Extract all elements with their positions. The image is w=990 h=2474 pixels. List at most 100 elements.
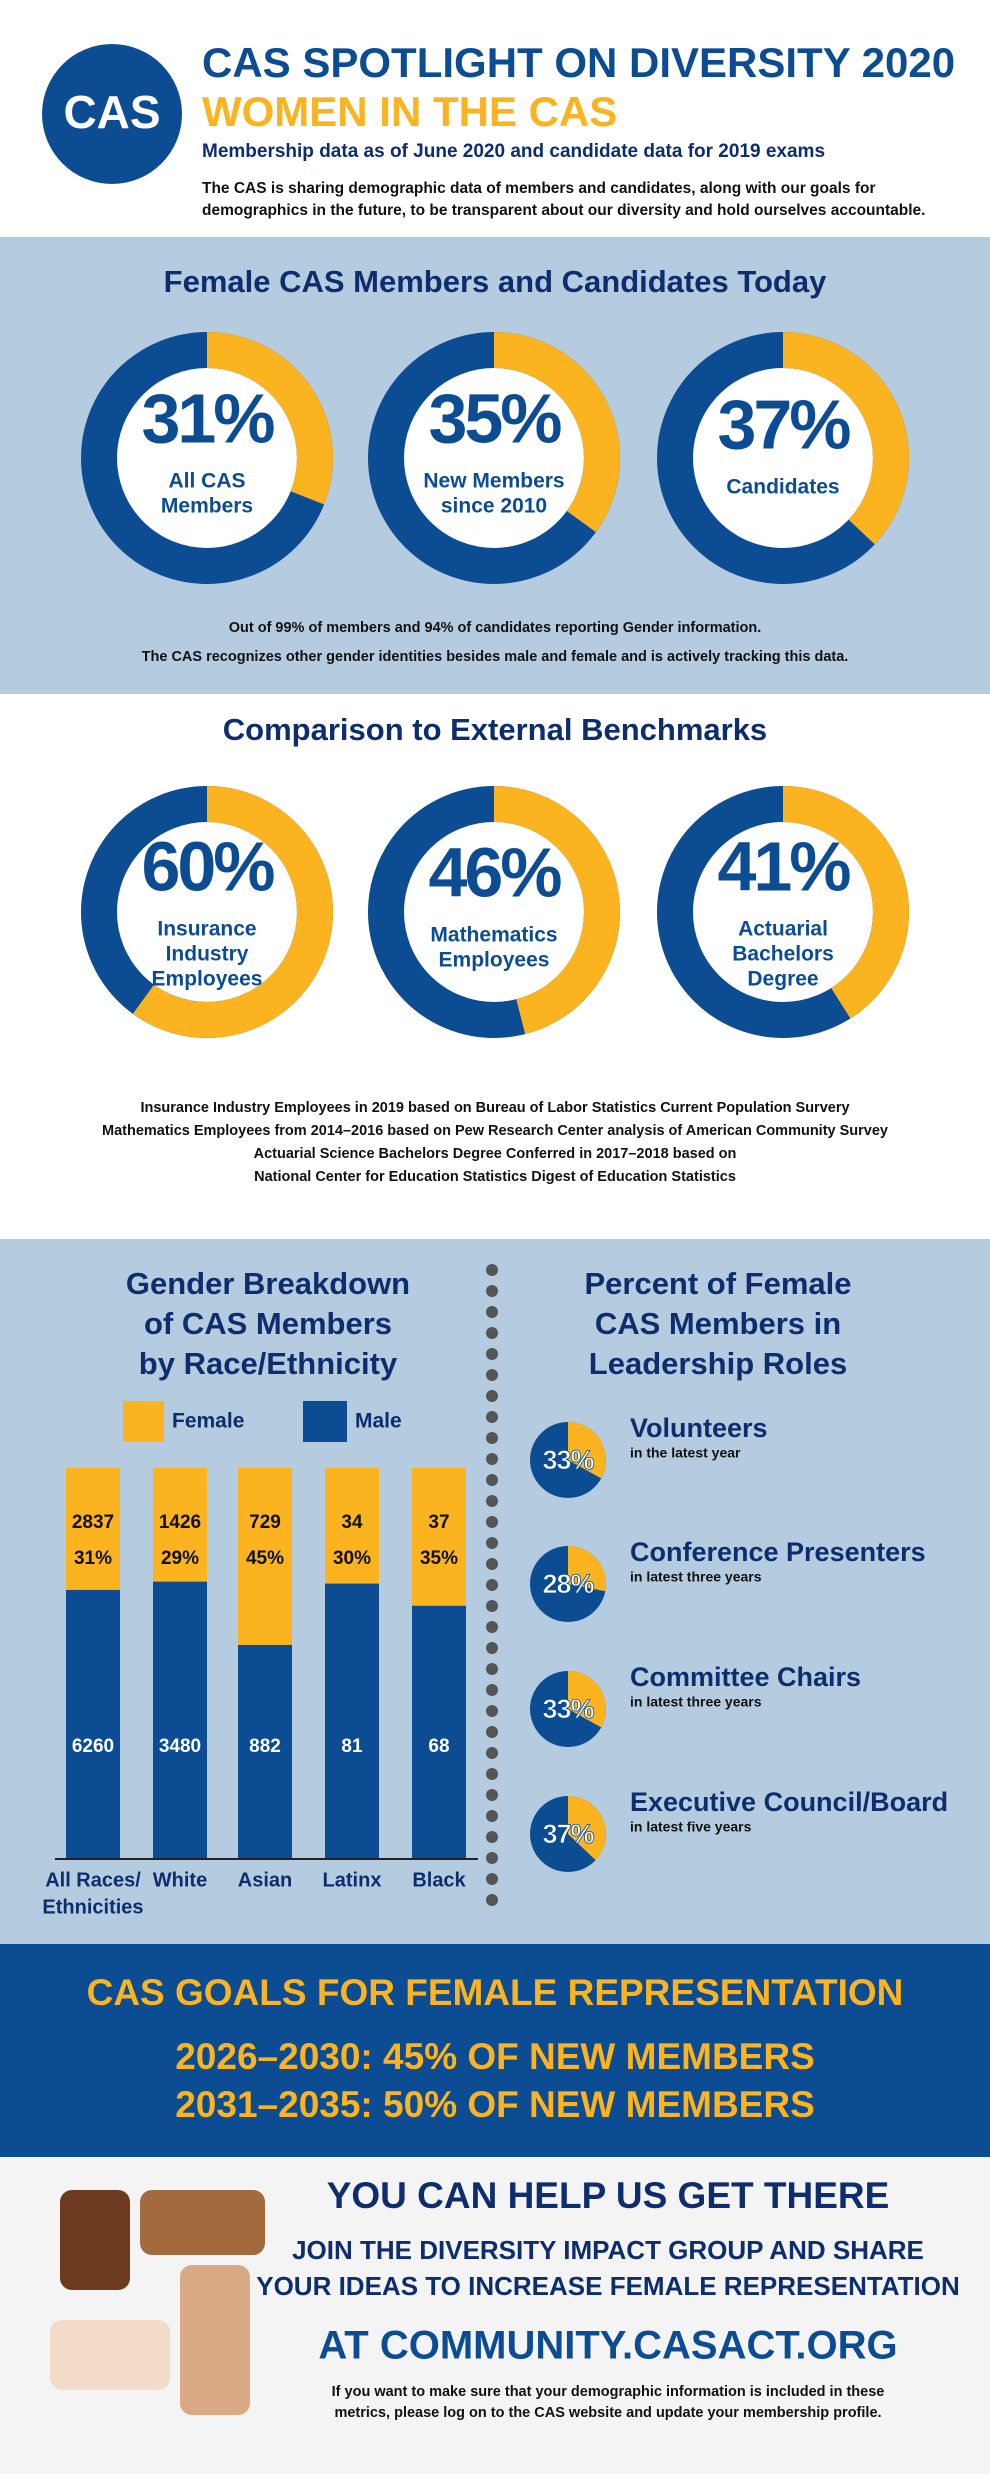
donut-caption: All CAS	[168, 470, 245, 493]
donut-caption: Bachelors	[732, 943, 834, 966]
bar-male	[238, 1644, 292, 1859]
divider-dot	[486, 1705, 498, 1717]
role-note: in latest three years	[630, 1569, 762, 1585]
pie-percent: 33%	[542, 1694, 594, 1724]
divider-dot	[486, 1600, 498, 1612]
donut-caption: Actuarial	[738, 918, 828, 941]
female-count: 729	[249, 1512, 281, 1533]
divider-dot	[486, 1474, 498, 1486]
pie-percent: 37%	[542, 1819, 594, 1849]
male-count: 3480	[159, 1736, 201, 1757]
intro: demographics in the future, to be transp…	[202, 202, 925, 219]
note: Mathematics Employees from 2014–2016 bas…	[102, 1123, 888, 1139]
help-line: YOUR IDEAS TO INCREASE FEMALE REPRESENTA…	[256, 2271, 960, 2301]
goals-heading: CAS GOALS FOR FEMALE REPRESENTATION	[87, 1972, 904, 2013]
divider-dot	[486, 1663, 498, 1675]
bar-female	[153, 1468, 207, 1582]
help-heading: YOU CAN HELP US GET THERE	[327, 2175, 890, 2216]
donut-percent: 37%	[717, 385, 850, 463]
male-count: 6260	[72, 1736, 114, 1757]
divider-dot	[486, 1726, 498, 1738]
role-title: Volunteers	[630, 1413, 768, 1443]
divider-dot	[486, 1453, 498, 1465]
male-count: 68	[428, 1736, 449, 1757]
bar-male	[412, 1605, 466, 1859]
female-count: 34	[341, 1512, 363, 1533]
donut-caption: Candidates	[726, 476, 839, 499]
chart-heading: Leadership Roles	[589, 1346, 847, 1381]
female-count: 37	[428, 1512, 449, 1533]
donut-female	[657, 332, 909, 584]
goal-line: 2031–2035: 50% OF NEW MEMBERS	[175, 2084, 815, 2125]
divider-dot	[486, 1516, 498, 1528]
chart-heading: by Race/Ethnicity	[139, 1346, 398, 1381]
divider-dot	[486, 1789, 498, 1801]
divider-dot	[486, 1411, 498, 1423]
divider-dot	[486, 1621, 498, 1633]
note: Actuarial Science Bachelors Degree Confe…	[254, 1146, 737, 1162]
bar-male	[66, 1589, 120, 1859]
donut-female	[81, 786, 333, 1038]
hand	[50, 2320, 170, 2390]
category-label: White	[153, 1869, 207, 1891]
divider-dot	[486, 1537, 498, 1549]
hands	[50, 2190, 265, 2415]
donut-female	[657, 786, 909, 1038]
intro: The CAS is sharing demographic data of m…	[202, 180, 876, 197]
bar-female	[66, 1468, 120, 1590]
pie-percent: 33%	[542, 1445, 594, 1475]
role-title: Committee Chairs	[630, 1662, 861, 1692]
bar-female	[412, 1468, 466, 1606]
date-note: Membership data as of June 2020 and cand…	[202, 141, 825, 162]
female-percent: 30%	[333, 1548, 371, 1569]
hand	[180, 2265, 250, 2415]
note: Out of 99% of members and 94% of candida…	[229, 620, 762, 636]
bar-female	[238, 1468, 292, 1645]
divider-dot	[486, 1894, 498, 1906]
subtitle: WOMEN IN THE CAS	[202, 88, 617, 135]
divider-dot	[486, 1327, 498, 1339]
divider-dot	[486, 1348, 498, 1360]
role-title: Executive Council/Board	[630, 1787, 948, 1817]
donut-caption: since 2010	[441, 495, 547, 518]
divider-dot	[486, 1642, 498, 1654]
male-count: 81	[341, 1736, 363, 1757]
legend-label: Male	[355, 1410, 402, 1433]
legend-label: Female	[172, 1410, 244, 1433]
category-label: All Races/	[45, 1869, 141, 1891]
chart-heading: Percent of Female	[584, 1266, 851, 1301]
donut-caption: Mathematics	[430, 924, 557, 947]
hand	[60, 2190, 130, 2290]
donut-percent: 31%	[141, 379, 274, 457]
donut-female	[368, 332, 620, 584]
male-count: 882	[249, 1736, 281, 1757]
help-line: JOIN THE DIVERSITY IMPACT GROUP AND SHAR…	[292, 2235, 924, 2265]
donut-percent: 46%	[428, 833, 561, 911]
female-percent: 45%	[246, 1548, 284, 1569]
donut-percent: 41%	[717, 827, 850, 905]
chart-heading: of CAS Members	[144, 1306, 392, 1341]
pie-female	[530, 1422, 606, 1498]
divider-dot	[486, 1747, 498, 1759]
divider-dot	[486, 1831, 498, 1843]
divider-dot	[486, 1369, 498, 1381]
donut-caption: Insurance	[157, 918, 256, 941]
legend-swatch	[123, 1401, 164, 1442]
role-note: in latest three years	[630, 1694, 762, 1710]
help-footnote: metrics, please log on to the CAS websit…	[334, 2405, 881, 2421]
donut-caption: Degree	[747, 968, 818, 991]
logo	[42, 44, 182, 184]
divider-dot	[486, 1285, 498, 1297]
section-heading: Female CAS Members and Candidates Today	[164, 264, 827, 299]
donut-caption: New Members	[423, 470, 564, 493]
category-label: Ethnicities	[42, 1896, 143, 1918]
divider-dot	[486, 1390, 498, 1402]
section-heading: Comparison to External Benchmarks	[223, 712, 767, 747]
divider-dot	[486, 1264, 498, 1276]
pie-female	[530, 1796, 606, 1872]
female-percent: 31%	[74, 1548, 112, 1569]
divider-dot	[486, 1558, 498, 1570]
divider-dot	[486, 1852, 498, 1864]
